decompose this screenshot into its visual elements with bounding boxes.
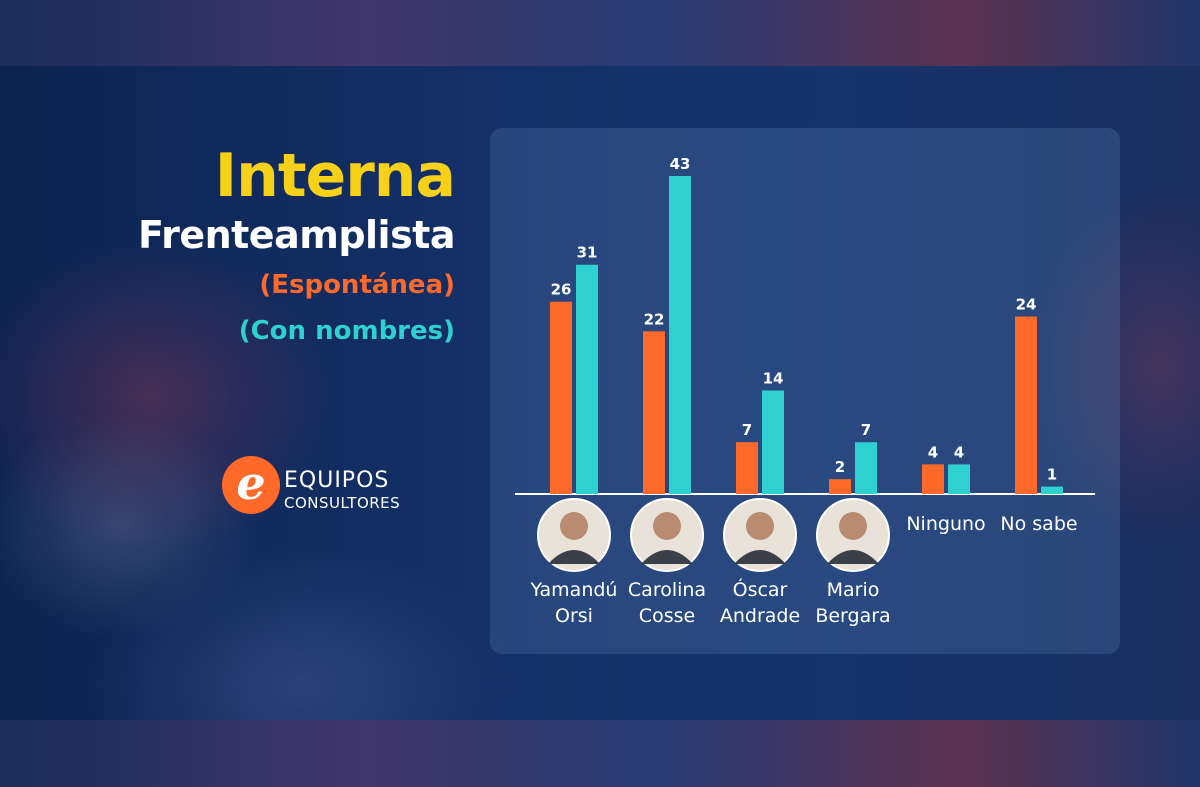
bar-espontanea xyxy=(1015,316,1037,494)
logo-e-icon: e xyxy=(222,456,280,514)
category-label: Mario xyxy=(827,579,880,601)
category-label: Bergara xyxy=(815,605,890,627)
category-label: Cosse xyxy=(639,605,695,627)
data-label: 7 xyxy=(861,421,871,439)
data-label: 4 xyxy=(928,443,938,461)
data-label: 14 xyxy=(763,369,784,387)
photo-shoulders xyxy=(641,550,693,564)
data-label: 1 xyxy=(1047,466,1057,484)
bar-chart: 2631YamandúOrsi2243CarolinaCosse714Óscar… xyxy=(515,155,1095,627)
photo-shoulders xyxy=(827,550,879,564)
title-line-1: Interna xyxy=(214,141,456,211)
category-label: Carolina xyxy=(628,579,706,601)
data-label: 24 xyxy=(1016,296,1037,314)
photo-head xyxy=(653,512,681,540)
category-label: Ninguno xyxy=(906,513,985,535)
bar-con-nombres xyxy=(1041,486,1063,494)
data-label: 4 xyxy=(954,443,964,461)
legend-con-nombres: (Con nombres) xyxy=(238,316,455,346)
category-label: Andrade xyxy=(720,605,800,627)
data-label: 22 xyxy=(644,310,665,328)
logo-text-equipos: EQUIPOS xyxy=(284,468,390,493)
photo-head xyxy=(746,512,774,540)
bar-con-nombres xyxy=(669,176,691,494)
bar-espontanea xyxy=(643,331,665,494)
bar-con-nombres xyxy=(576,264,598,494)
logo-mark-letter: e xyxy=(236,456,266,510)
title-line-2: Frenteamplista xyxy=(138,213,455,257)
background-bottom-strip xyxy=(0,720,1200,787)
bar-con-nombres xyxy=(855,442,877,494)
background-crowd xyxy=(0,66,1200,720)
bar-espontanea xyxy=(829,479,851,494)
photo-head xyxy=(839,512,867,540)
bar-espontanea xyxy=(736,442,758,494)
background-top-strip xyxy=(0,0,1200,66)
legend-espontanea: (Espontánea) xyxy=(259,270,455,300)
data-label: 7 xyxy=(742,421,752,439)
category-label: No sabe xyxy=(1000,513,1077,535)
bar-con-nombres xyxy=(948,464,970,494)
bar-espontanea xyxy=(550,301,572,494)
bar-espontanea xyxy=(922,464,944,494)
data-label: 31 xyxy=(577,244,598,262)
equipos-logo: e EQUIPOS CONSULTORES xyxy=(222,454,422,520)
data-label: 26 xyxy=(551,281,572,299)
logo-text-consultores: CONSULTORES xyxy=(284,494,401,512)
title-block: Interna Frenteamplista (Espontánea) (Con… xyxy=(138,140,456,354)
category-label: Orsi xyxy=(555,605,593,627)
category-label: Yamandú xyxy=(530,579,618,601)
photo-shoulders xyxy=(734,550,786,564)
data-label: 2 xyxy=(835,458,845,476)
category-label: Óscar xyxy=(733,577,788,601)
data-label: 43 xyxy=(670,155,691,173)
bar-con-nombres xyxy=(762,390,784,494)
photo-head xyxy=(560,512,588,540)
photo-shoulders xyxy=(548,550,600,564)
